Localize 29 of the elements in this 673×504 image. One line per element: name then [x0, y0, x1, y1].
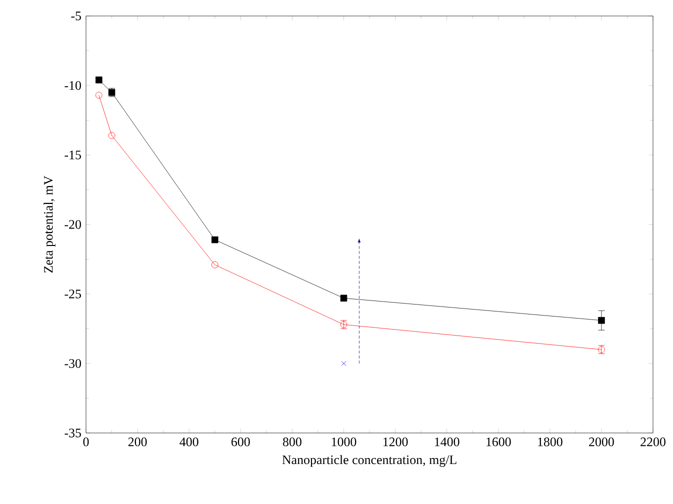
point: [341, 361, 346, 366]
point: [96, 76, 102, 84]
point: [340, 294, 348, 302]
x-tick-label: 1400: [435, 438, 460, 446]
x-tick-label: 2000: [589, 438, 614, 446]
y-tick-label: -30: [64, 359, 81, 368]
x-tick-label: 1800: [538, 438, 562, 446]
y-tick-label: -15: [64, 150, 81, 160]
x-tick-label: 0: [83, 438, 89, 446]
x-tick-label: 2200: [640, 438, 666, 446]
y-tick-label: -35: [64, 428, 81, 438]
x-tick-label: 1200: [383, 438, 408, 446]
point: [96, 92, 102, 99]
x-tick-label: 200: [128, 438, 147, 446]
point: [598, 317, 605, 324]
x-tick-label: 1000: [332, 438, 356, 446]
x-axis-title: Nanoparticle concentration, mg/L: [282, 455, 456, 467]
y-tick-label: -25: [64, 290, 81, 298]
x-tick-label: 1600: [486, 438, 511, 446]
y-tick-label: -5: [71, 12, 81, 20]
point: [211, 261, 218, 268]
y-tick-label: -10: [64, 81, 81, 90]
point: [108, 132, 116, 139]
x-tick-label: 800: [282, 438, 302, 446]
y-axis-title: Zeta potential, mV: [44, 176, 56, 273]
point: [211, 236, 218, 244]
y-tick-label: -20: [64, 220, 81, 229]
x-tick-label: 400: [180, 438, 198, 446]
x-tick-label: 600: [231, 438, 250, 446]
